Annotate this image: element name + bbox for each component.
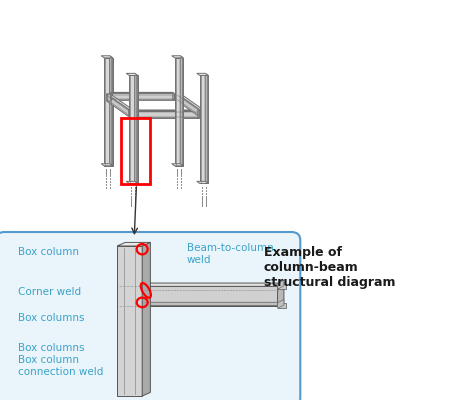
FancyBboxPatch shape	[0, 232, 300, 400]
Polygon shape	[177, 94, 203, 109]
Polygon shape	[110, 56, 113, 166]
Polygon shape	[172, 92, 174, 100]
Polygon shape	[117, 246, 142, 396]
Polygon shape	[278, 300, 284, 308]
Polygon shape	[112, 93, 174, 100]
Polygon shape	[180, 56, 183, 166]
Polygon shape	[172, 56, 183, 58]
Polygon shape	[136, 110, 137, 118]
Polygon shape	[172, 164, 183, 166]
Polygon shape	[278, 284, 286, 289]
Polygon shape	[199, 109, 203, 116]
Polygon shape	[117, 242, 150, 246]
Polygon shape	[106, 94, 110, 101]
Polygon shape	[136, 117, 199, 118]
Polygon shape	[177, 94, 181, 101]
Polygon shape	[278, 283, 284, 306]
Polygon shape	[101, 56, 113, 58]
Polygon shape	[142, 283, 284, 286]
Text: Box columns
Box column
connection weld: Box columns Box column connection weld	[18, 343, 104, 377]
Polygon shape	[129, 109, 132, 116]
Polygon shape	[111, 92, 174, 93]
Text: Beam-to-column
weld: Beam-to-column weld	[187, 243, 273, 265]
Polygon shape	[200, 76, 208, 184]
Polygon shape	[126, 73, 138, 76]
Polygon shape	[129, 76, 138, 184]
Bar	[121, 118, 150, 184]
Polygon shape	[142, 242, 150, 396]
Polygon shape	[106, 94, 132, 109]
Polygon shape	[106, 94, 129, 116]
Polygon shape	[104, 58, 113, 166]
Polygon shape	[137, 111, 199, 118]
Text: Box column: Box column	[18, 247, 79, 257]
Text: Box columns: Box columns	[18, 313, 85, 323]
Polygon shape	[175, 58, 183, 166]
Polygon shape	[278, 303, 286, 308]
Polygon shape	[142, 302, 284, 306]
Polygon shape	[135, 73, 138, 184]
Polygon shape	[111, 92, 112, 100]
Polygon shape	[142, 286, 278, 306]
Polygon shape	[136, 110, 199, 111]
Text: Example of
column-beam
structural diagram: Example of column-beam structural diagra…	[264, 246, 395, 289]
Polygon shape	[197, 110, 199, 118]
Polygon shape	[197, 181, 208, 184]
Polygon shape	[205, 73, 208, 184]
Text: Corner weld: Corner weld	[18, 287, 81, 297]
Polygon shape	[278, 280, 284, 289]
Polygon shape	[177, 94, 199, 116]
Polygon shape	[126, 181, 138, 184]
Polygon shape	[101, 164, 113, 166]
Polygon shape	[197, 73, 208, 76]
